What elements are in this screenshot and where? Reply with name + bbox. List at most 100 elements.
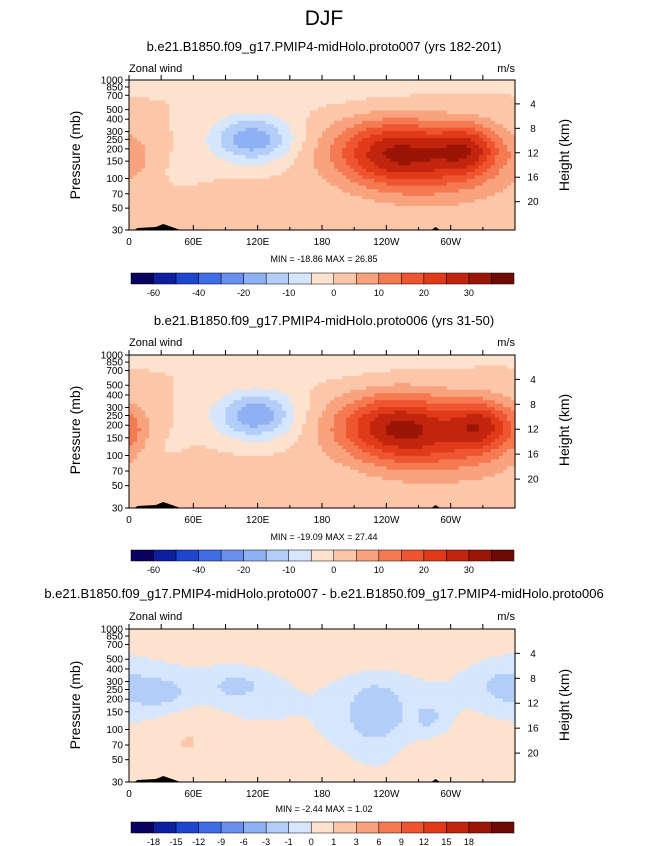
field-cell: [217, 216, 223, 221]
field-cell: [386, 131, 391, 136]
field-cell: [426, 212, 432, 217]
field-cell: [438, 206, 444, 211]
field-cell: [446, 358, 452, 363]
field-cell: [289, 134, 295, 139]
field-cell: [390, 368, 395, 373]
field-cell: [430, 202, 436, 207]
field-cell: [398, 80, 404, 85]
field-cell: [506, 80, 512, 85]
field-cell: [193, 134, 198, 139]
field-cell: [317, 161, 323, 166]
field-cell: [153, 155, 158, 160]
field-cell: [301, 206, 307, 211]
field-cell: [390, 226, 395, 231]
field-cell: [374, 375, 379, 380]
field-cell: [338, 134, 343, 139]
field-cell: [334, 195, 339, 200]
field-cell: [370, 124, 375, 129]
field-cell: [141, 195, 146, 200]
field-cell: [169, 161, 174, 166]
field-cell: [129, 93, 134, 98]
field-cell: [269, 209, 275, 214]
field-cell: [506, 110, 512, 115]
field-cell: [494, 216, 500, 221]
field-cell: [446, 168, 452, 173]
field-cell: [309, 212, 315, 217]
field-cell: [133, 195, 138, 200]
field-cell: [482, 134, 488, 139]
field-cell: [221, 151, 227, 156]
field-cell: [382, 155, 387, 160]
field-cell: [450, 148, 456, 153]
field-cell: [213, 368, 219, 373]
field-cell: [330, 127, 335, 132]
field-cell: [486, 209, 492, 214]
field-cell: [249, 216, 255, 221]
field-cell: [326, 185, 331, 190]
field-cell: [454, 365, 460, 370]
field-cell: [249, 144, 255, 149]
field-cell: [414, 216, 420, 221]
field-cell: [386, 148, 391, 153]
field-cell: [169, 189, 174, 194]
field-cell: [261, 219, 267, 224]
field-cell: [462, 151, 468, 156]
field-cell: [221, 165, 227, 170]
field-cell: [197, 206, 202, 211]
field-cell: [237, 131, 243, 136]
field-cell: [366, 219, 371, 224]
field-cell: [141, 144, 146, 149]
field-cell: [402, 195, 408, 200]
field-cell: [173, 90, 178, 95]
field-cell: [426, 209, 432, 214]
field-cell: [450, 161, 456, 166]
field-cell: [486, 361, 492, 367]
field-cell: [173, 375, 178, 380]
field-cell: [277, 151, 283, 156]
field-cell: [297, 158, 303, 163]
field-cell: [370, 216, 375, 221]
field-cell: [265, 155, 271, 160]
field-cell: [378, 365, 383, 370]
field-cell: [181, 368, 186, 373]
field-cell: [362, 202, 367, 207]
field-cell: [354, 158, 359, 163]
field-cell: [378, 148, 383, 153]
field-cell: [305, 206, 311, 211]
field-cell: [141, 120, 146, 125]
field-cell: [470, 226, 476, 231]
field-cell: [326, 361, 331, 367]
field-cell: [322, 206, 327, 211]
field-cell: [422, 175, 428, 180]
field-cell: [470, 199, 476, 204]
field-cell: [438, 165, 444, 170]
field-cell: [442, 110, 448, 115]
field-cell: [173, 151, 178, 156]
field-cell: [482, 206, 488, 211]
field-cell: [253, 114, 259, 119]
field-cell: [494, 365, 500, 370]
field-cell: [265, 103, 271, 108]
field-cell: [257, 361, 263, 367]
field-cell: [149, 90, 154, 95]
field-cell: [269, 117, 275, 122]
field-cell: [370, 219, 375, 224]
field-cell: [402, 97, 408, 102]
field-cell: [422, 148, 428, 153]
field-cell: [490, 216, 496, 221]
field-cell: [358, 100, 363, 105]
field-cell: [462, 212, 468, 217]
field-cell: [374, 86, 379, 91]
field-cell: [474, 114, 480, 119]
field-cell: [141, 368, 146, 373]
field-cell: [498, 161, 504, 166]
field-cell: [398, 124, 404, 129]
field-cell: [358, 199, 363, 204]
field-cell: [277, 192, 283, 197]
field-cell: [382, 158, 387, 163]
field-cell: [342, 107, 347, 112]
field-cell: [217, 117, 223, 122]
field-cell: [510, 172, 516, 177]
field-cell: [346, 358, 351, 363]
field-cell: [474, 199, 480, 204]
